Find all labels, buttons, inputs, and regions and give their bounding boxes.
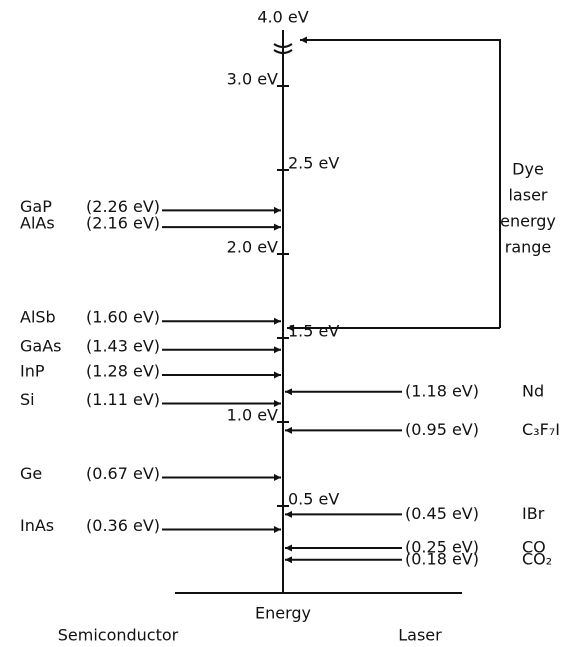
- semiconductor-name: AlAs: [20, 214, 55, 233]
- semiconductor-energy: (0.67 eV): [86, 464, 160, 483]
- laser-title: Laser: [398, 626, 442, 645]
- semiconductor-energy: (2.16 eV): [86, 214, 160, 233]
- semiconductor-energy: (2.26 eV): [86, 197, 160, 216]
- semiconductor-energy: (1.60 eV): [86, 308, 160, 327]
- semiconductor-name: GaP: [20, 197, 52, 216]
- dye-label: energy: [500, 212, 556, 231]
- tick-label: 2.0 eV: [227, 238, 278, 257]
- laser-name: IBr: [522, 504, 545, 523]
- dye-bracket: [497, 39, 501, 328]
- semiconductor-name: AlSb: [20, 308, 56, 327]
- laser-name: Nd: [522, 381, 544, 400]
- dye-label: laser: [508, 186, 547, 205]
- laser-name: CO₂: [522, 549, 552, 568]
- semiconductor-name: GaAs: [20, 336, 61, 355]
- laser-energy: (1.18 eV): [405, 381, 479, 400]
- tick-label: 1.0 eV: [227, 406, 278, 425]
- dye-label: Dye: [512, 160, 544, 179]
- semiconductor-energy: (1.28 eV): [86, 361, 160, 380]
- semiconductor-name: InP: [20, 361, 45, 380]
- tick-label: 2.5 eV: [288, 154, 339, 173]
- top-label: 4.0 eV: [257, 8, 308, 27]
- laser-energy: (0.45 eV): [405, 504, 479, 523]
- semiconductor-energy: (1.11 eV): [86, 390, 160, 409]
- tick-label: 3.0 eV: [227, 70, 278, 89]
- laser-energy: (0.25 eV): [405, 538, 479, 557]
- tick-label: 1.5 eV: [288, 322, 339, 341]
- laser-name: C₃F₇I: [522, 420, 560, 439]
- tick-label: 0.5 eV: [288, 490, 339, 509]
- semiconductor-name: Si: [20, 390, 35, 409]
- semiconductor-title: Semiconductor: [58, 626, 179, 645]
- semiconductor-energy: (0.36 eV): [86, 516, 160, 535]
- axis-break: [273, 43, 293, 54]
- laser-energy: (0.95 eV): [405, 420, 479, 439]
- semiconductor-name: InAs: [20, 516, 54, 535]
- dye-label: range: [505, 238, 552, 257]
- semiconductor-name: Ge: [20, 464, 42, 483]
- axis-label: Energy: [255, 604, 311, 623]
- laser-energy: (0.18 eV): [405, 549, 479, 568]
- semiconductor-energy: (1.43 eV): [86, 336, 160, 355]
- laser-name: CO: [522, 538, 546, 557]
